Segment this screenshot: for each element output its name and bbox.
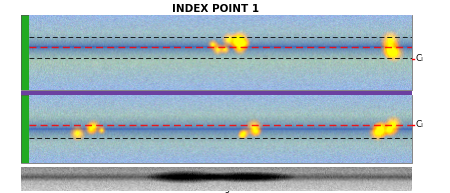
Text: Cₗ: Cₗ (415, 54, 423, 63)
Bar (21, 95, 412, 163)
Text: RT Image: RT Image (196, 184, 236, 193)
Bar (21, 95, 29, 163)
Bar (21, 15, 29, 90)
Text: Cₗ: Cₗ (415, 120, 423, 129)
Bar (21, 91, 412, 95)
Text: INDEX POINT 2: INDEX POINT 2 (172, 141, 260, 152)
Text: INDEX POINT 1: INDEX POINT 1 (172, 3, 260, 14)
Bar (21, 15, 412, 90)
